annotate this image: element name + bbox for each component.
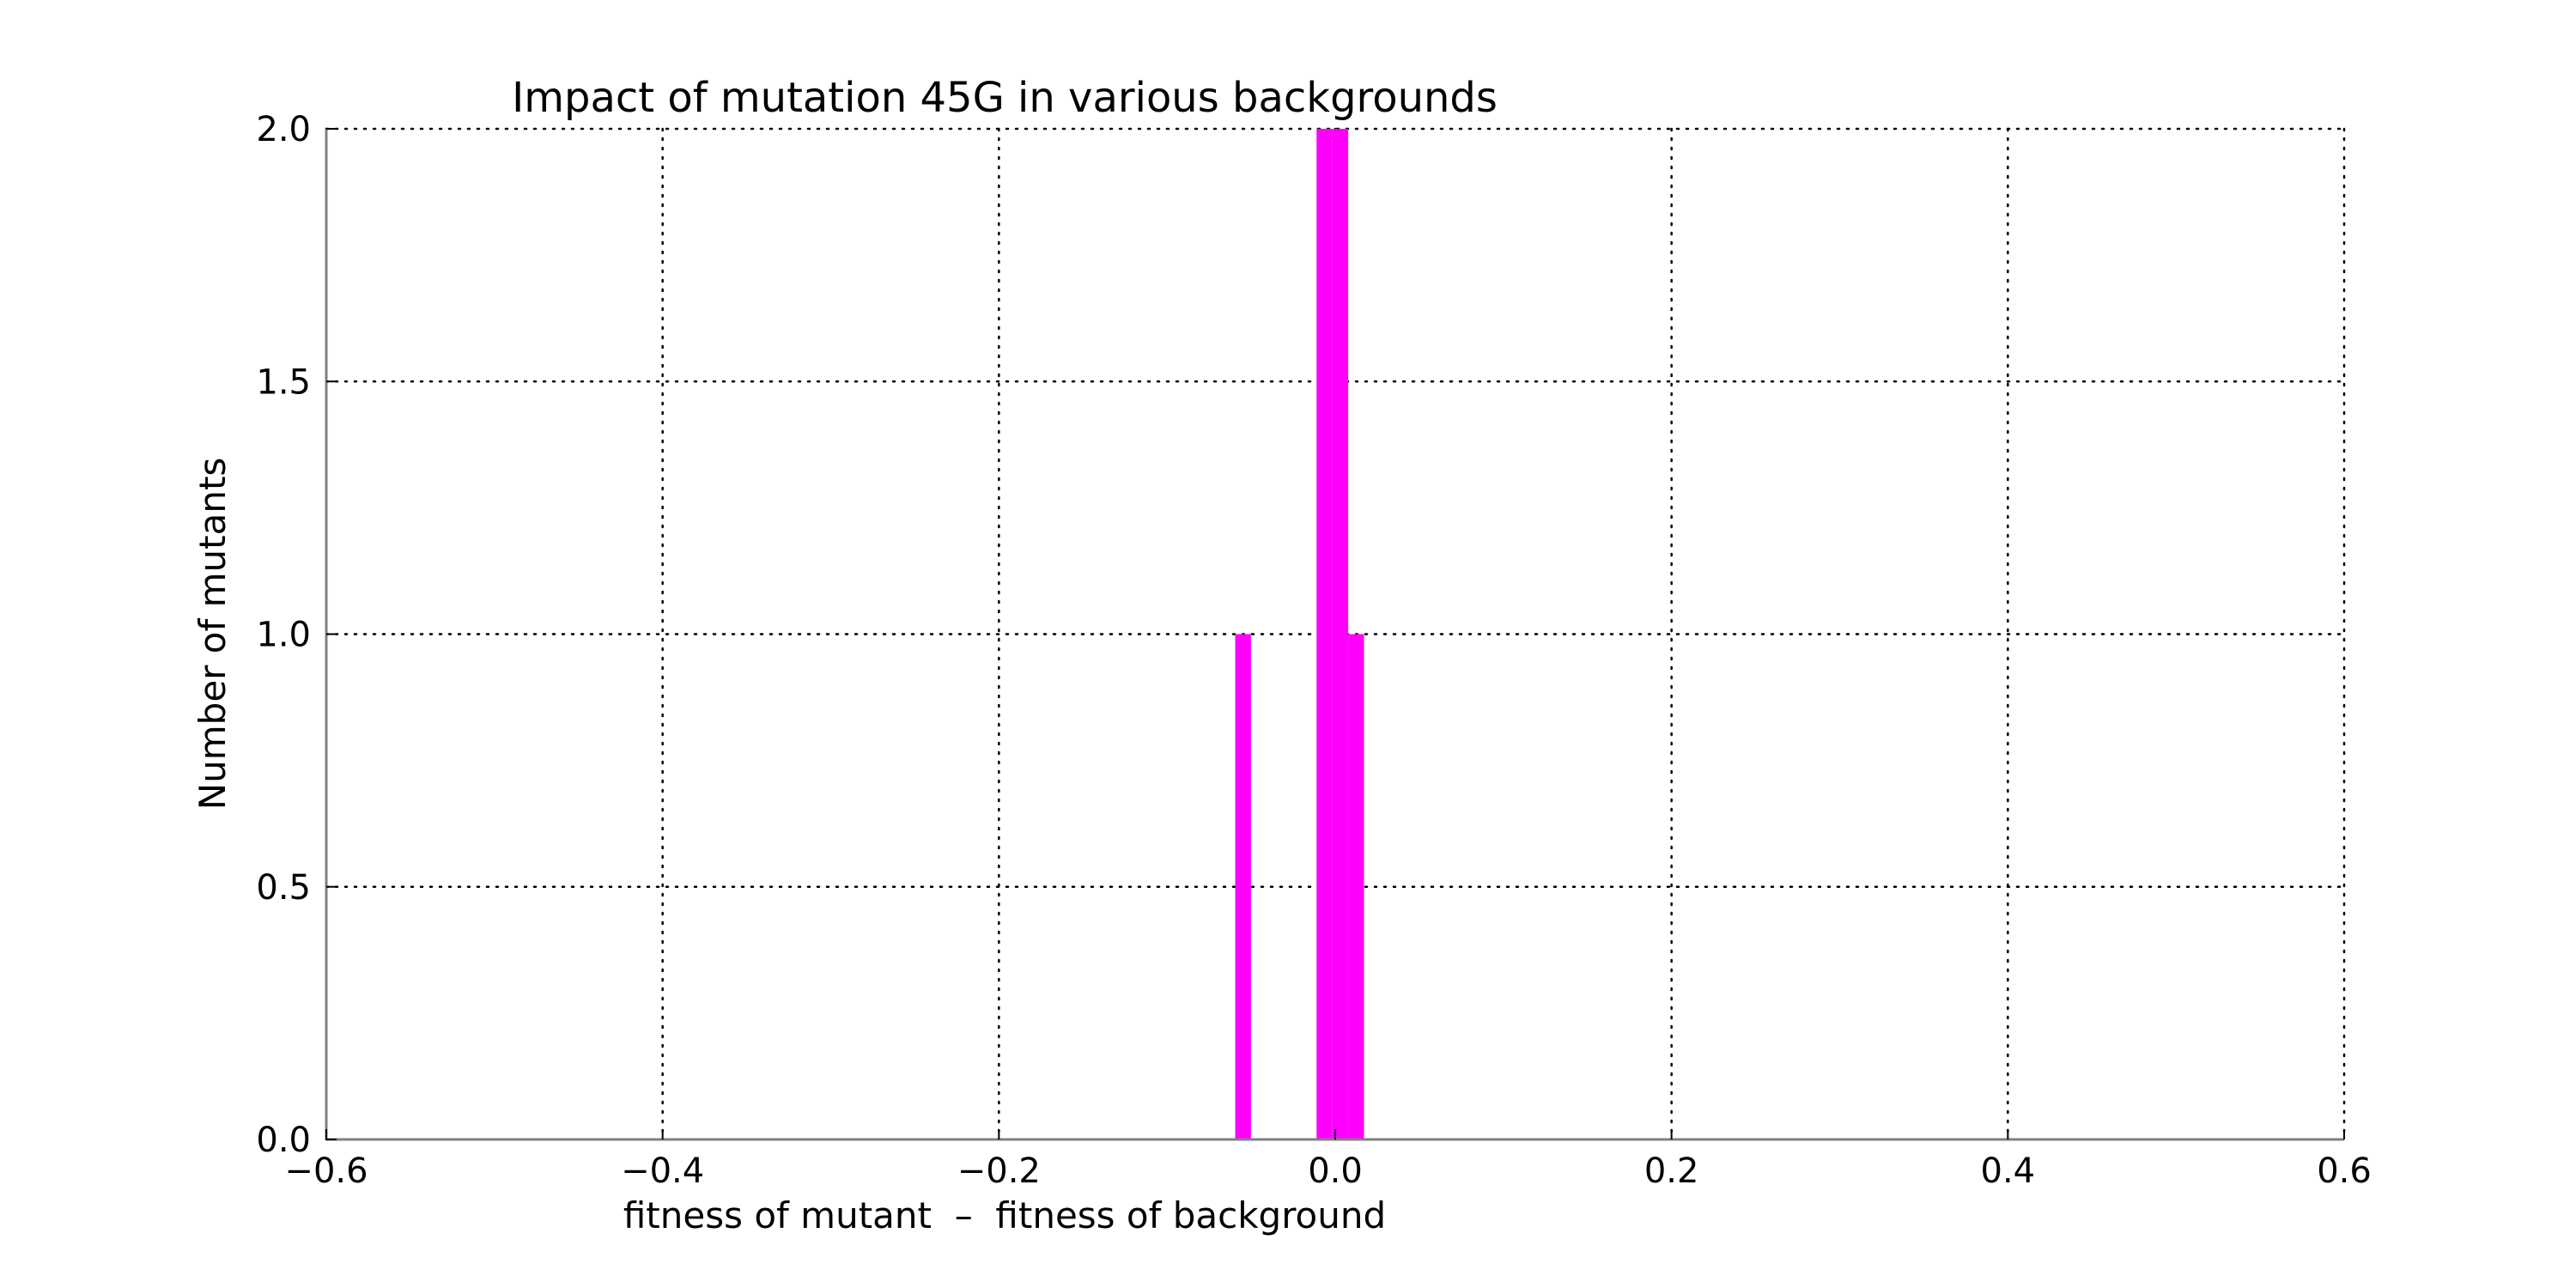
x-tick-label-2: −0.2 — [957, 1151, 1041, 1191]
axes — [325, 128, 2345, 1141]
y-axis-label: Number of mutants — [191, 458, 234, 811]
histogram-bar-1 — [1316, 129, 1333, 1139]
histogram-bar-3 — [1348, 634, 1364, 1139]
y-tick-label-4: 2.0 — [256, 110, 311, 149]
x-tick-label-5: 0.4 — [1981, 1151, 2036, 1191]
x-tick-label-4: 0.2 — [1644, 1151, 1699, 1191]
histogram-bar-0 — [1235, 634, 1251, 1139]
y-tick-label-1: 0.5 — [256, 868, 311, 908]
histogram-bars — [1235, 129, 1364, 1139]
chart-title: Impact of mutation 45G in various backgr… — [512, 74, 1498, 122]
x-tick-label-1: −0.4 — [621, 1151, 704, 1191]
x-tick-label-0: −0.6 — [284, 1151, 368, 1191]
y-tick-label-0: 0.0 — [256, 1121, 311, 1160]
x-tick-label-3: 0.0 — [1308, 1151, 1363, 1191]
y-tick-label-3: 1.5 — [256, 362, 311, 402]
tick-labels: −0.6 −0.4 −0.2 0.0 0.2 0.4 0.6 0.0 0.5 1.0 1.5 2.0 — [256, 110, 2371, 1191]
histogram-bar-2 — [1332, 129, 1349, 1139]
x-tick-label-6: 0.6 — [2317, 1151, 2372, 1191]
y-tick-label-2: 1.0 — [256, 616, 311, 655]
x-axis-label: fitness of mutant – fitness of backgroun… — [623, 1194, 1386, 1236]
